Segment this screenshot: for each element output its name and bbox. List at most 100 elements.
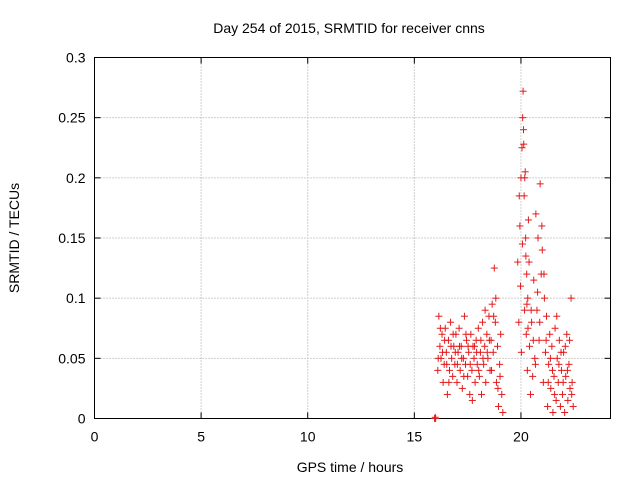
data-point <box>473 348 481 356</box>
data-point <box>436 324 444 332</box>
data-point <box>521 174 529 182</box>
data-point <box>531 354 539 362</box>
data-point <box>553 312 561 320</box>
data-point <box>551 390 559 398</box>
data-point <box>563 366 571 374</box>
data-point <box>435 312 443 320</box>
data-point <box>549 408 557 416</box>
x-tick-label: 20 <box>513 429 529 445</box>
data-point <box>559 378 567 386</box>
data-point <box>544 402 552 410</box>
data-point <box>490 264 498 272</box>
data-point <box>520 140 528 148</box>
data-point <box>491 318 499 326</box>
data-point <box>474 324 482 332</box>
chart-title: Day 254 of 2015, SRMTID for receiver cnn… <box>213 20 485 36</box>
y-tick-label: 0.1 <box>66 290 86 306</box>
data-point <box>480 360 488 368</box>
y-tick-label: 0.3 <box>66 50 86 66</box>
data-point <box>541 348 549 356</box>
y-axis-label: SRMTID / TECUs <box>6 183 22 293</box>
data-point <box>432 415 440 422</box>
data-point <box>496 372 504 380</box>
data-point <box>465 348 473 356</box>
data-point <box>553 354 561 362</box>
data-point <box>473 360 481 368</box>
data-point <box>538 222 546 230</box>
data-point <box>479 318 487 326</box>
data-point <box>546 354 554 362</box>
data-point <box>555 336 563 344</box>
data-point <box>492 294 500 302</box>
x-tick-label: 0 <box>91 429 99 445</box>
ticks-layer: 0 0.05 0.1 0.15 0.2 0.25 0.3 0 5 10 15 20 <box>58 50 611 445</box>
data-point <box>447 342 455 350</box>
data-point <box>477 336 485 344</box>
data-point <box>451 348 459 356</box>
data-point <box>456 342 464 350</box>
data-point <box>448 354 456 362</box>
data-point <box>460 372 468 380</box>
data-point <box>492 378 500 386</box>
x-tick-label: 10 <box>300 429 316 445</box>
data-point <box>449 372 457 380</box>
data-point <box>449 330 457 338</box>
data-point <box>455 324 463 332</box>
y-tick-label: 0.25 <box>58 110 85 126</box>
data-point <box>534 234 542 242</box>
data-point <box>569 402 577 410</box>
data-point <box>443 390 451 398</box>
data-point <box>466 390 474 398</box>
data-point <box>534 288 542 296</box>
data-point <box>462 330 470 338</box>
data-point <box>532 210 540 218</box>
data-point <box>540 270 548 278</box>
data-point <box>568 390 576 398</box>
data-point <box>549 366 557 374</box>
data-point <box>538 246 546 254</box>
data-point <box>552 396 560 404</box>
data-point <box>542 336 550 344</box>
data-point <box>453 378 461 386</box>
data-point <box>544 378 552 386</box>
data-point <box>543 312 551 320</box>
data-point <box>483 348 491 356</box>
data-point <box>520 126 528 134</box>
data-point <box>528 318 536 326</box>
data-point <box>445 378 453 386</box>
data-point <box>536 180 544 188</box>
data-point <box>464 342 472 350</box>
data-point <box>488 300 496 308</box>
data-point <box>478 390 485 398</box>
data-point <box>496 360 504 368</box>
x-tick-label: 5 <box>197 429 205 445</box>
x-axis-label: GPS time / hours <box>297 459 404 475</box>
y-tick-label: 0.15 <box>58 230 85 246</box>
data-point <box>482 378 490 386</box>
data-point <box>497 330 505 338</box>
data-point <box>468 366 476 374</box>
data-point <box>470 354 478 362</box>
data-point <box>550 372 558 380</box>
data-point <box>519 87 527 95</box>
data-point <box>522 252 530 260</box>
data-point <box>488 366 496 374</box>
y-tick-label: 0 <box>78 411 86 427</box>
data-point <box>516 222 524 230</box>
data-point <box>556 402 564 410</box>
data-point <box>438 348 446 356</box>
data-point <box>520 192 528 200</box>
data-point <box>518 144 526 152</box>
data-point <box>536 318 544 326</box>
data-point <box>546 330 554 338</box>
data-point <box>521 168 529 176</box>
data-point <box>555 360 563 368</box>
data-point <box>518 240 526 248</box>
data-point <box>436 342 444 350</box>
data-point <box>447 318 455 326</box>
data-point <box>557 348 565 356</box>
data-point <box>517 348 525 356</box>
data-point <box>562 372 570 380</box>
data-point <box>531 360 539 368</box>
